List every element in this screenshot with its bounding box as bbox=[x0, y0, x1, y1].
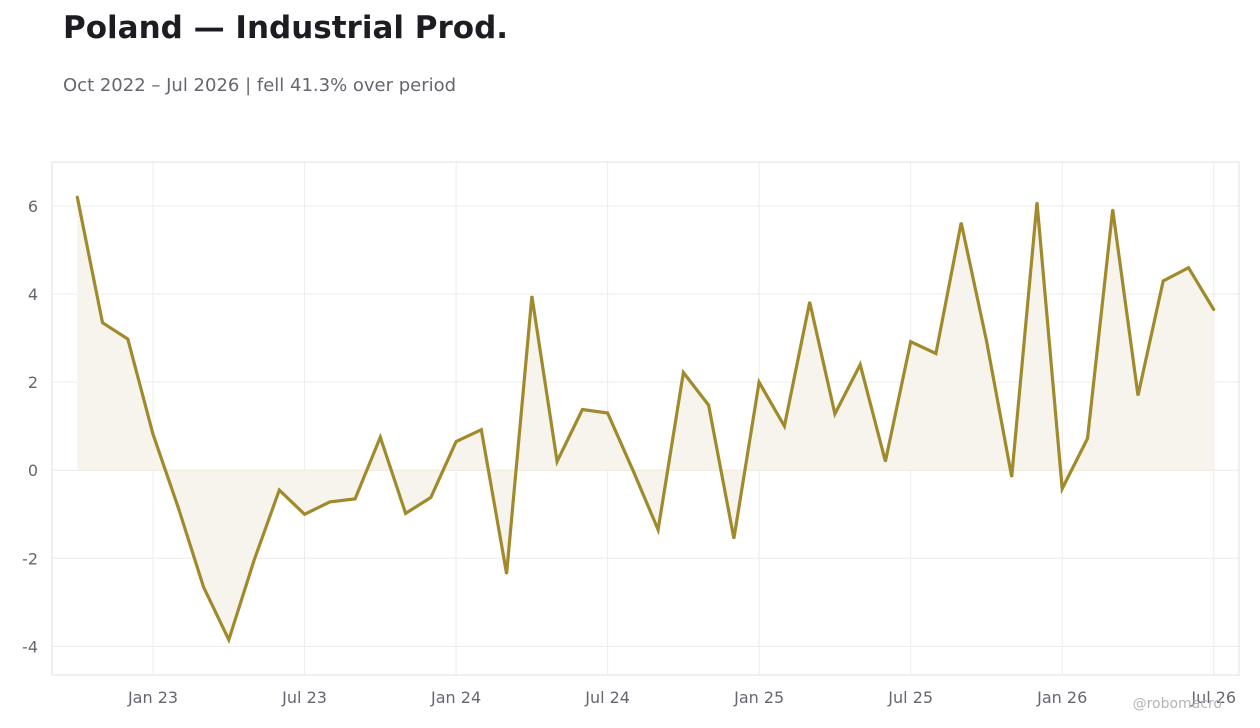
grid-lines bbox=[52, 162, 1239, 675]
y-tick-label: -2 bbox=[22, 549, 38, 568]
data-point bbox=[1212, 308, 1215, 311]
x-tick-label: Jul 24 bbox=[584, 688, 630, 707]
y-axis-ticks: -4 -2 0 2 4 6 bbox=[22, 197, 38, 656]
credit-watermark: @robomacro bbox=[1132, 696, 1222, 712]
chart-subtitle: Oct 2022 – Jul 2026 | fell 41.3% over pe… bbox=[63, 75, 457, 96]
data-point bbox=[758, 381, 760, 384]
data-points bbox=[76, 196, 1215, 641]
x-tick-label: Jul 26 bbox=[1190, 688, 1236, 707]
data-point bbox=[404, 512, 407, 515]
data-point bbox=[202, 586, 205, 588]
x-tick-label: Jan 25 bbox=[733, 688, 784, 707]
data-point bbox=[556, 460, 558, 463]
data-point bbox=[177, 506, 180, 509]
x-tick-label: Jan 24 bbox=[430, 688, 481, 707]
data-point bbox=[657, 528, 659, 531]
data-point bbox=[985, 339, 988, 342]
data-point bbox=[531, 295, 533, 298]
area-fill bbox=[77, 197, 1214, 640]
data-point bbox=[278, 489, 281, 491]
y-tick-label: 6 bbox=[28, 197, 38, 216]
data-point bbox=[884, 460, 887, 463]
data-point bbox=[632, 469, 634, 472]
data-point bbox=[808, 301, 811, 303]
x-tick-label: Jul 25 bbox=[887, 688, 933, 707]
data-point bbox=[253, 559, 255, 562]
data-point bbox=[303, 513, 306, 516]
data-point bbox=[228, 639, 230, 641]
data-point bbox=[581, 408, 584, 411]
data-point bbox=[606, 412, 609, 414]
chart-title: Poland — Industrial Prod. bbox=[63, 10, 509, 46]
x-axis-ticks: Jan 23 Jul 23 Jan 24 Jul 24 Jan 25 Jul 25 Jan … bbox=[127, 688, 1236, 707]
y-tick-label: -4 bbox=[22, 637, 38, 656]
data-point bbox=[682, 371, 685, 374]
data-point bbox=[783, 425, 786, 428]
series-line bbox=[75, 195, 1216, 645]
data-point bbox=[707, 404, 710, 406]
data-point bbox=[76, 196, 79, 198]
data-point bbox=[101, 321, 104, 324]
y-tick-label: 4 bbox=[28, 285, 38, 304]
data-point bbox=[329, 501, 331, 503]
data-point bbox=[480, 428, 483, 431]
x-tick-label: Jan 23 bbox=[127, 688, 178, 707]
y-tick-label: 2 bbox=[28, 373, 38, 392]
data-point bbox=[1187, 266, 1190, 269]
data-point bbox=[127, 338, 129, 340]
data-point bbox=[733, 537, 735, 540]
data-point bbox=[935, 352, 937, 355]
x-tick-label: Jan 26 bbox=[1036, 688, 1087, 707]
data-point bbox=[354, 498, 356, 500]
data-point bbox=[1162, 280, 1164, 282]
data-point bbox=[909, 340, 912, 343]
data-point bbox=[859, 363, 861, 366]
data-point bbox=[1010, 476, 1013, 478]
data-point bbox=[430, 496, 432, 499]
data-point bbox=[960, 222, 962, 224]
data-point bbox=[1061, 487, 1063, 490]
data-point bbox=[152, 433, 154, 435]
x-tick-label: Jul 23 bbox=[281, 688, 327, 707]
data-point bbox=[1137, 394, 1139, 397]
y-tick-label: 0 bbox=[28, 461, 38, 480]
data-point bbox=[1036, 201, 1038, 204]
data-point bbox=[379, 436, 382, 439]
data-point bbox=[455, 440, 457, 443]
data-point bbox=[834, 413, 836, 415]
data-point bbox=[1111, 208, 1114, 211]
plot-frame bbox=[51, 161, 1240, 676]
data-point bbox=[505, 572, 508, 575]
data-point bbox=[1086, 437, 1089, 440]
